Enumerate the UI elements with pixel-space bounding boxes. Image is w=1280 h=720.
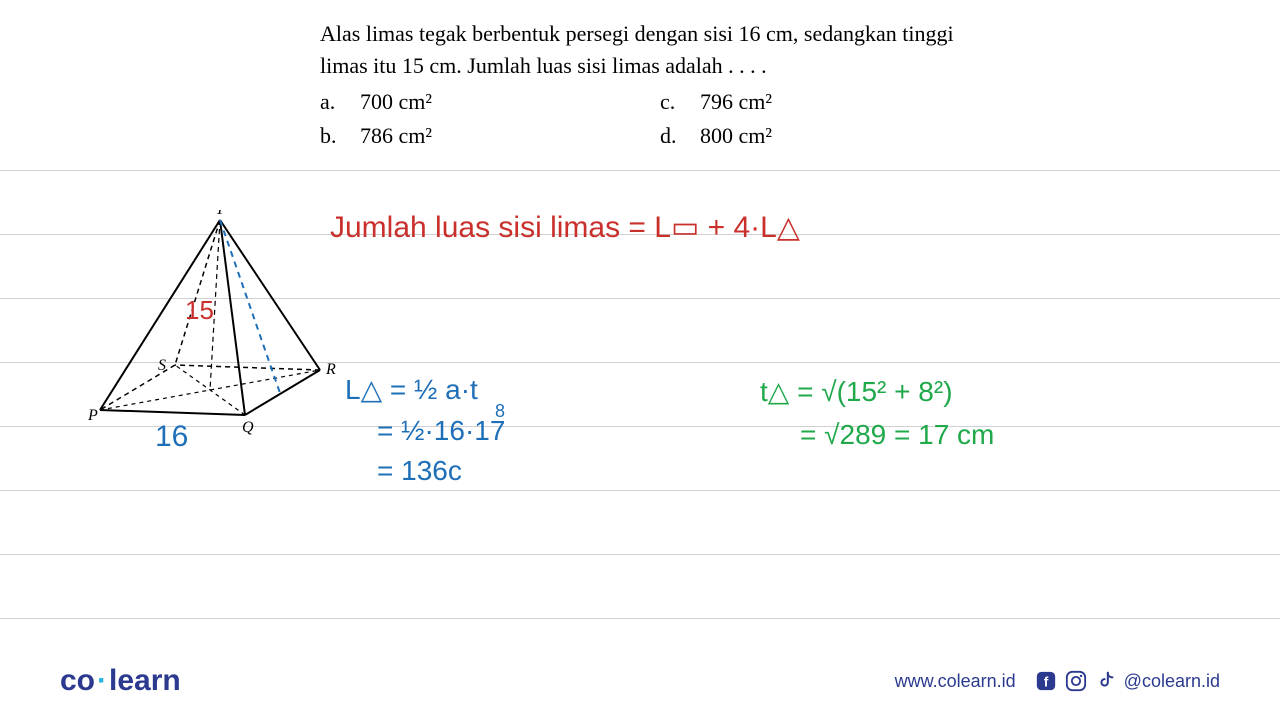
logo-learn: learn bbox=[109, 664, 181, 697]
ruled-line bbox=[0, 170, 1280, 171]
social-handle: @colearn.id bbox=[1124, 671, 1220, 692]
hw-slant-height: t△ = √(15² + 8²) = √289 = 17 cm bbox=[760, 370, 994, 457]
question-block: Alas limas tegak berbentuk persegi denga… bbox=[320, 18, 960, 152]
option-value-b: 786 cm² bbox=[360, 120, 432, 152]
logo-co: co bbox=[60, 664, 95, 697]
options-grid: a. 700 cm² c. 796 cm² b. 786 cm² d. 800 … bbox=[320, 86, 960, 152]
footer-right: www.colearn.id f @colearn.id bbox=[895, 669, 1220, 693]
hw-ta-line3: = 136c bbox=[377, 451, 505, 492]
hw-sh-line1: t△ = √(15² + 8²) bbox=[760, 370, 994, 413]
hw-ta-line1: L△ = ½ a·t bbox=[345, 370, 505, 411]
option-label-a: a. bbox=[320, 86, 344, 118]
vertex-S: S bbox=[158, 357, 166, 374]
option-value-d: 800 cm² bbox=[700, 120, 772, 152]
question-text: Alas limas tegak berbentuk persegi denga… bbox=[320, 18, 960, 82]
hw-ta-sub: 8 bbox=[495, 398, 505, 424]
vertex-Q: Q bbox=[242, 419, 254, 436]
footer-url: www.colearn.id bbox=[895, 671, 1016, 692]
vertex-R: R bbox=[325, 361, 336, 378]
option-c: c. 796 cm² bbox=[660, 86, 960, 118]
hw-sh-line2: = √289 = 17 cm bbox=[800, 413, 994, 456]
logo-dot: · bbox=[97, 664, 107, 697]
ruled-line bbox=[0, 554, 1280, 555]
option-a: a. 700 cm² bbox=[320, 86, 620, 118]
option-label-c: c. bbox=[660, 86, 684, 118]
vertex-T: T bbox=[216, 210, 226, 218]
pyramid-diagram: T P Q R S 15 16 bbox=[80, 210, 340, 470]
vertex-P: P bbox=[87, 407, 98, 424]
social-icons: f @colearn.id bbox=[1034, 669, 1220, 693]
svg-text:f: f bbox=[1043, 675, 1048, 690]
side-label: 16 bbox=[155, 420, 188, 454]
ruled-line bbox=[0, 618, 1280, 619]
option-label-b: b. bbox=[320, 120, 344, 152]
facebook-icon: f bbox=[1034, 669, 1058, 693]
logo: co·learn bbox=[60, 664, 181, 698]
option-value-a: 700 cm² bbox=[360, 86, 432, 118]
instagram-icon bbox=[1064, 669, 1088, 693]
pyramid-svg: T P Q R S bbox=[80, 210, 340, 470]
option-b: b. 786 cm² bbox=[320, 120, 620, 152]
hw-title: Jumlah luas sisi limas = L▭ + 4·L△ bbox=[330, 210, 800, 245]
tiktok-icon bbox=[1094, 669, 1118, 693]
option-value-c: 796 cm² bbox=[700, 86, 772, 118]
height-label: 15 bbox=[185, 295, 214, 326]
hw-triangle-area: L△ = ½ a·t 8 = ½·16·17 = 136c bbox=[345, 370, 505, 492]
ruled-line bbox=[0, 490, 1280, 491]
footer: co·learn www.colearn.id f @colearn.id bbox=[0, 664, 1280, 698]
option-d: d. 800 cm² bbox=[660, 120, 960, 152]
hw-ta-line2: = ½·16·17 bbox=[377, 411, 505, 452]
option-label-d: d. bbox=[660, 120, 684, 152]
